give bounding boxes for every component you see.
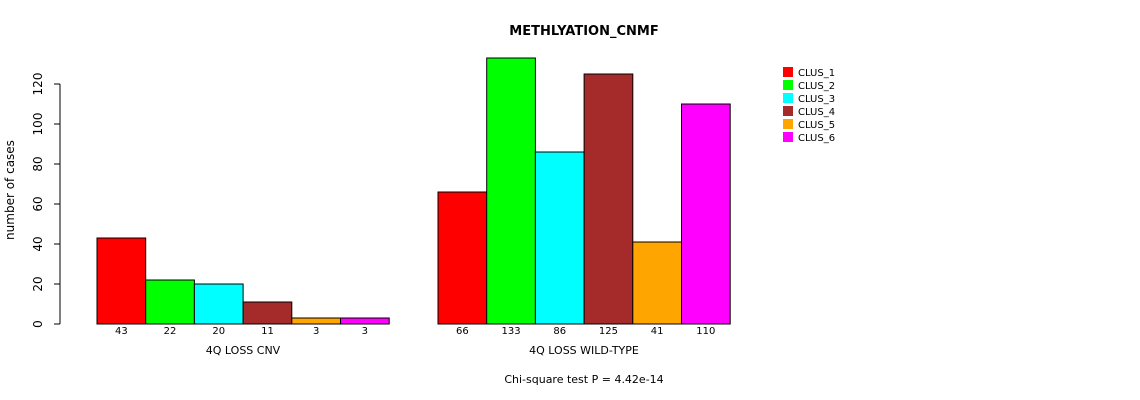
bar	[96, 237, 147, 325]
legend: CLUS_1 CLUS_2 CLUS_3 CLUS_4 CLUS_5 CLUS_6	[783, 67, 835, 144]
chi-square-footer: Chi-square test P = 4.42e-14	[504, 373, 663, 386]
bar-value-label: 66	[456, 326, 469, 337]
bar-value-label: 125	[599, 326, 618, 337]
bar-value-label: 133	[502, 326, 521, 337]
bar	[437, 191, 488, 325]
legend-swatch	[783, 119, 793, 129]
legend-swatch	[783, 132, 793, 142]
y-tick-label: 80	[31, 156, 45, 171]
bar-value-label: 11	[261, 326, 274, 337]
bar	[340, 317, 390, 325]
bar-value-label: 41	[651, 326, 664, 337]
y-tick-label: 100	[31, 113, 45, 136]
bar	[193, 283, 244, 325]
y-tick-label: 20	[31, 276, 45, 291]
bar-value-label: 86	[553, 326, 566, 337]
value-labels: 43 22 20 11 3 3 66 133 86 125 41 110	[115, 326, 715, 337]
legend-label: CLUS_4	[798, 107, 835, 118]
bar-value-label: 3	[362, 326, 368, 337]
bar	[291, 317, 341, 325]
group-label-cnv: 4Q LOSS CNV	[206, 344, 281, 357]
legend-label: CLUS_3	[798, 94, 835, 105]
y-tick-label: 60	[31, 196, 45, 211]
chart-title: METHLYATION_CNMF	[509, 24, 658, 39]
legend-label: CLUS_2	[798, 81, 835, 92]
bar-value-label: 22	[164, 326, 177, 337]
bar-value-label: 3	[313, 326, 319, 337]
legend-swatch	[783, 67, 793, 77]
legend-label: CLUS_6	[798, 133, 835, 144]
bar	[583, 73, 634, 325]
bar	[145, 279, 195, 325]
y-tick-label: 0	[31, 320, 45, 328]
bars	[96, 57, 731, 325]
y-axis: 0 20 40 60 80 100 120	[31, 73, 61, 328]
bar-value-label: 43	[115, 326, 128, 337]
y-tick-label: 40	[31, 236, 45, 251]
y-axis-label: number of cases	[3, 140, 17, 240]
legend-swatch	[783, 80, 793, 90]
bar-value-label: 110	[696, 326, 715, 337]
legend-swatch	[783, 93, 793, 103]
bar	[681, 103, 731, 325]
bar	[242, 301, 293, 325]
group-label-wild-type: 4Q LOSS WILD-TYPE	[529, 344, 639, 357]
bar	[486, 57, 536, 325]
legend-swatch	[783, 106, 793, 116]
bar	[534, 151, 585, 325]
legend-label: CLUS_1	[798, 68, 835, 79]
y-tick-label: 120	[31, 73, 45, 96]
bar-value-label: 20	[212, 326, 225, 337]
legend-label: CLUS_5	[798, 120, 835, 131]
bar	[632, 241, 682, 325]
